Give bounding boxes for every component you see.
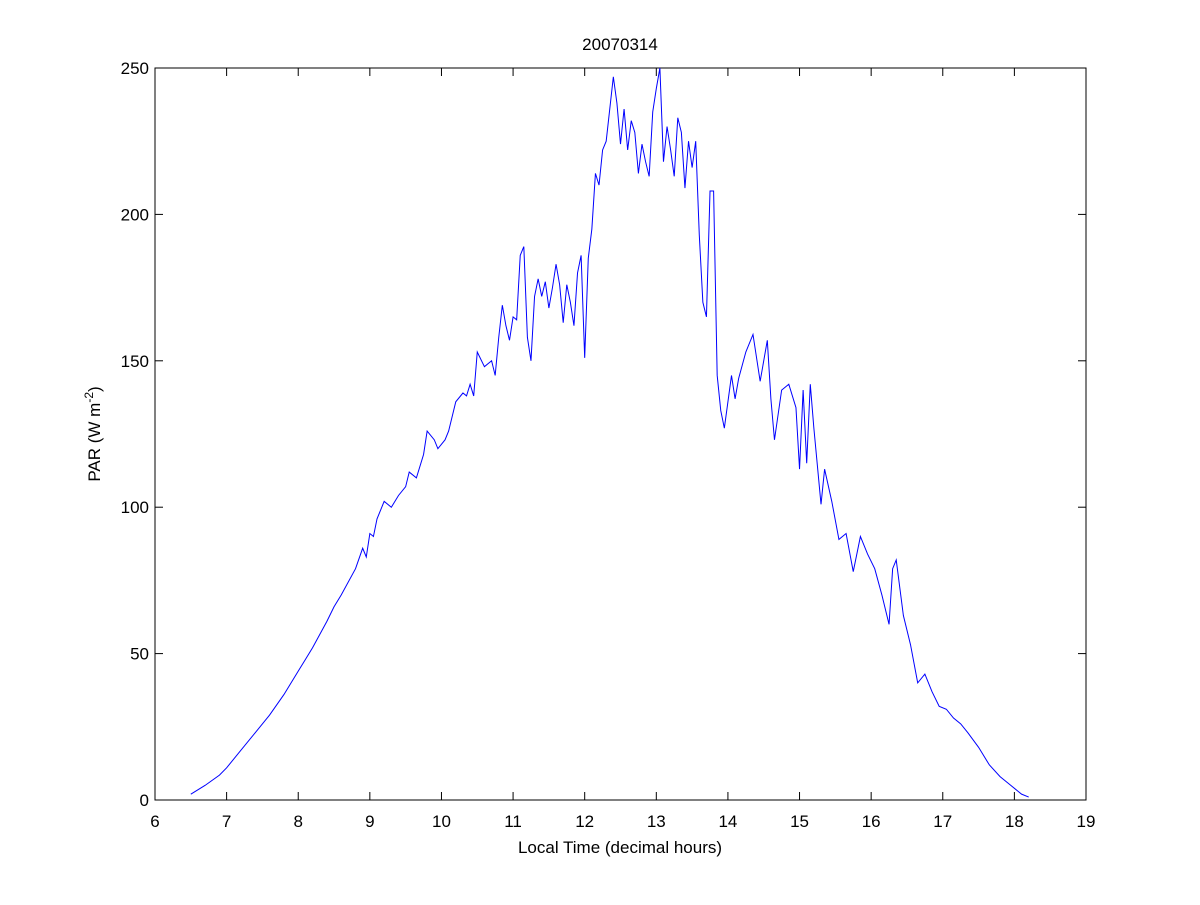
x-tick-label: 13 [647,812,666,831]
x-axis-label: Local Time (decimal hours) [518,838,722,857]
x-tick-label: 9 [365,812,374,831]
y-tick-label: 100 [121,498,149,517]
y-tick-label: 200 [121,205,149,224]
x-tick-label: 8 [293,812,302,831]
x-tick-label: 14 [718,812,737,831]
y-tick-label: 150 [121,352,149,371]
y-tick-label: 250 [121,59,149,78]
y-tick-label: 50 [130,645,149,664]
y-axis-label-end: ) [85,386,104,392]
x-tick-label: 11 [504,812,522,831]
y-axis-label: PAR (W m-2) [82,386,104,481]
x-tick-label: 10 [432,812,451,831]
y-tick-label: 0 [140,791,149,810]
x-tick-label: 6 [150,812,159,831]
data-line [190,67,1029,798]
x-tick-label: 17 [933,812,952,831]
x-tick-label: 16 [862,812,881,831]
chart-title: 20070314 [582,35,658,54]
x-tick-label: 18 [1005,812,1024,831]
plot-frame [154,67,1087,801]
y-axis-label-main: PAR (W m [85,403,104,482]
y-axis-label-sup: -2 [82,392,96,403]
x-tick-label: 7 [222,812,231,831]
x-tick-label: 15 [790,812,809,831]
x-tick-label: 19 [1077,812,1096,831]
x-tick-label: 12 [575,812,594,831]
